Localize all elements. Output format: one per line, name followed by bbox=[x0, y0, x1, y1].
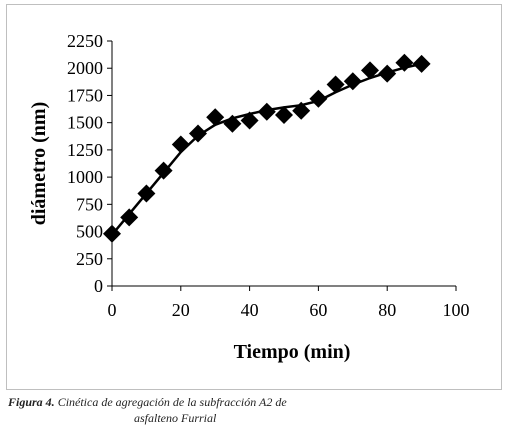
data-point bbox=[378, 64, 397, 83]
data-point bbox=[292, 101, 311, 120]
x-axis-title: Tiempo (min) bbox=[234, 341, 351, 363]
data-point bbox=[275, 106, 293, 125]
data-point bbox=[309, 89, 328, 108]
data-point bbox=[240, 111, 259, 130]
y-tick-label: 750 bbox=[76, 194, 103, 214]
y-tick-label: 250 bbox=[76, 249, 103, 269]
caption-line-2: asfalteno Furrial bbox=[134, 411, 217, 425]
data-point bbox=[326, 75, 345, 94]
data-point bbox=[361, 61, 379, 80]
data-point bbox=[395, 53, 414, 72]
figure-label: Figura 4. bbox=[8, 395, 55, 409]
y-tick-label: 1250 bbox=[67, 140, 103, 160]
data-point bbox=[189, 124, 207, 143]
y-tick-label: 1500 bbox=[67, 113, 103, 133]
data-point bbox=[137, 184, 156, 203]
y-tick-label: 1750 bbox=[67, 85, 103, 105]
y-tick-label: 2000 bbox=[67, 58, 103, 78]
x-tick-label: 80 bbox=[378, 300, 396, 320]
data-point bbox=[120, 208, 139, 227]
x-tick-label: 100 bbox=[443, 300, 470, 320]
chart-frame: 0 250 500 750 1000 1250 1500 1750 2000 2250 0 20 40 6… bbox=[6, 4, 502, 390]
trendline bbox=[111, 62, 422, 236]
data-point bbox=[206, 108, 225, 127]
figure-caption: Figura 4. Cinética de agregación de la s… bbox=[8, 394, 368, 426]
data-point bbox=[171, 135, 190, 154]
x-tick-label: 60 bbox=[309, 300, 327, 320]
x-tick-label: 0 bbox=[108, 300, 117, 320]
x-tick-label: 20 bbox=[172, 300, 190, 320]
x-tick-label: 40 bbox=[241, 300, 259, 320]
y-axis-title: diámetro (nm) bbox=[28, 102, 50, 226]
y-tick-label: 500 bbox=[76, 222, 103, 242]
y-tick-label: 2250 bbox=[67, 31, 103, 51]
data-point bbox=[412, 54, 431, 73]
caption-line-1: Cinética de agregación de la subfracción… bbox=[54, 395, 287, 409]
chart: 0 250 500 750 1000 1250 1500 1750 2000 2250 0 20 40 6… bbox=[28, 31, 470, 363]
y-tick-label: 0 bbox=[94, 276, 103, 296]
y-tick-label: 1000 bbox=[67, 167, 103, 187]
data-point bbox=[223, 114, 242, 133]
data-point bbox=[257, 102, 276, 121]
data-point bbox=[103, 224, 121, 243]
data-point bbox=[343, 72, 362, 91]
data-point bbox=[154, 161, 173, 180]
